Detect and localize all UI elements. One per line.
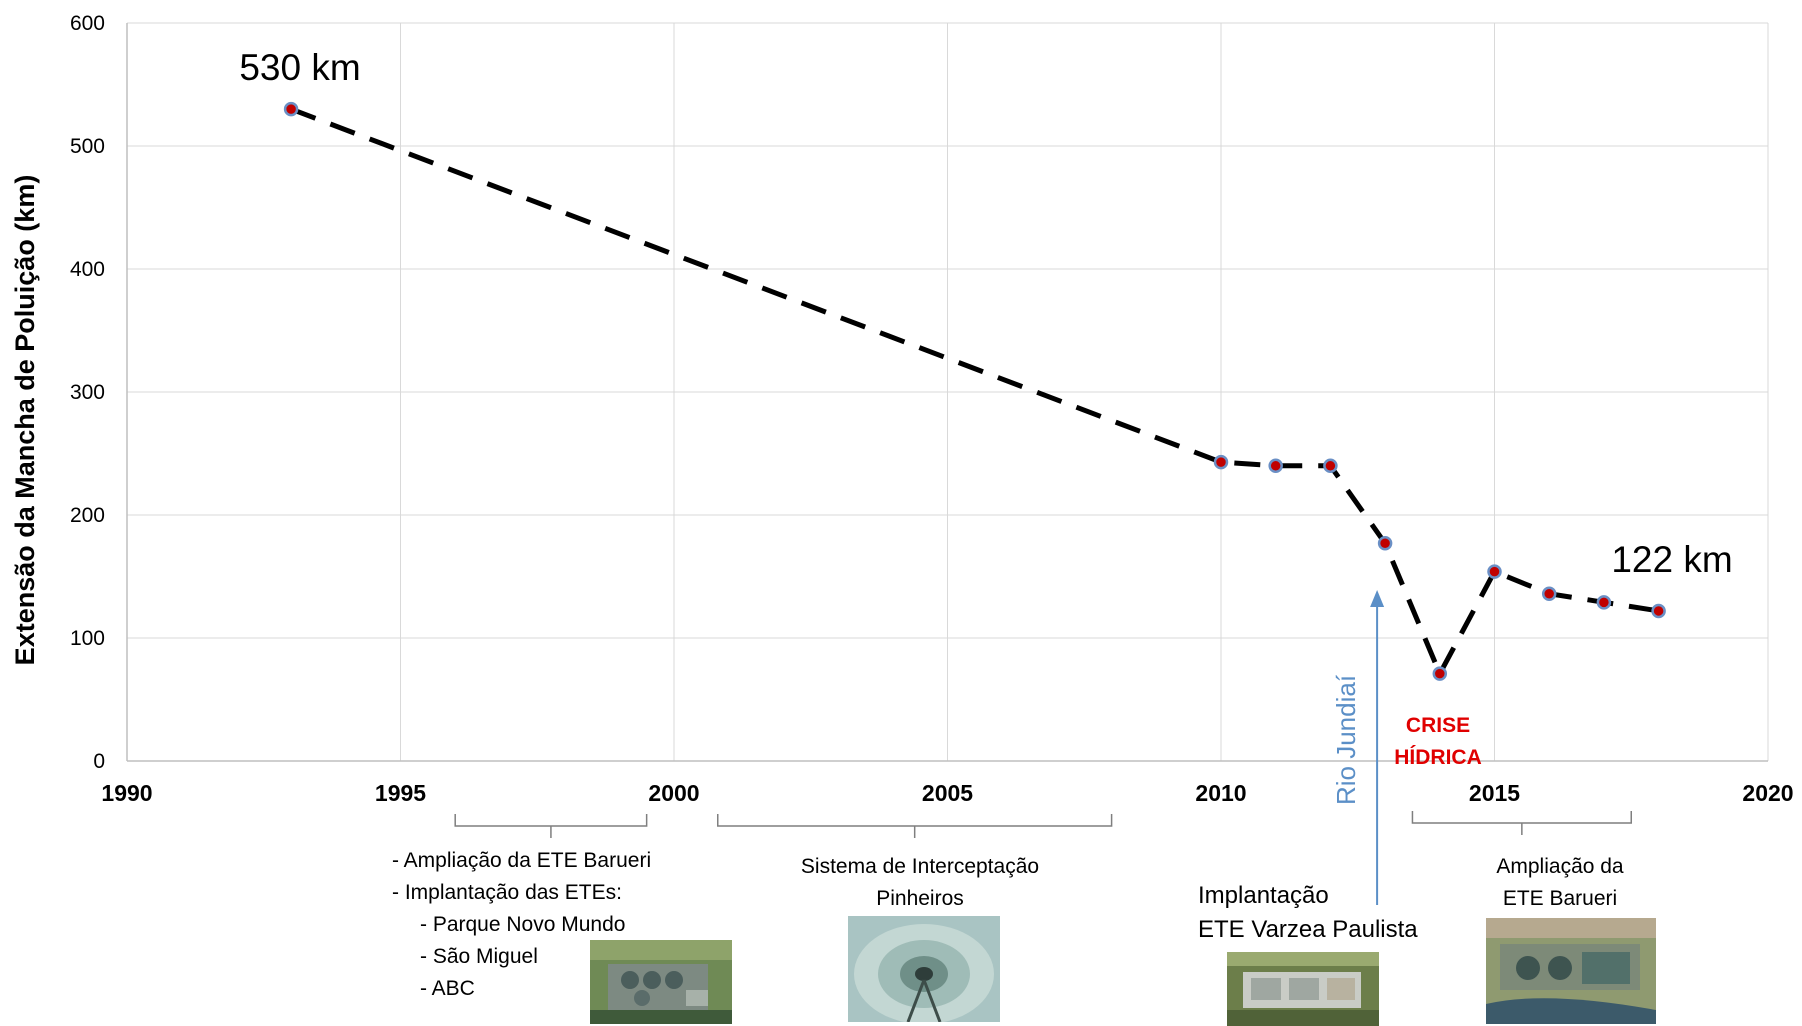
crise-label-line1: CRISE bbox=[1406, 714, 1470, 737]
data-point bbox=[1377, 536, 1393, 551]
event-3-line2: ETE Varzea Paulista bbox=[1198, 916, 1418, 943]
ete-barueri-photo-image bbox=[1486, 918, 1656, 1024]
event-1-line1: - Ampliação da ETE Barueri bbox=[392, 849, 652, 872]
gridlines bbox=[127, 22, 1769, 761]
ete-varzea-photo-image bbox=[1227, 952, 1379, 1026]
rio-jundiai-label: Rio Jundiaí bbox=[1331, 674, 1361, 805]
y-tick-label: 200 bbox=[70, 504, 105, 527]
ete-photo-image bbox=[590, 940, 732, 1024]
data-point bbox=[1596, 595, 1612, 610]
data-point bbox=[1541, 586, 1557, 601]
crise-label-line2: HÍDRICA bbox=[1394, 746, 1482, 769]
event-bracket bbox=[454, 814, 648, 838]
start-value-label: 530 km bbox=[239, 47, 360, 88]
data-points bbox=[283, 101, 1666, 681]
x-tick-label: 2015 bbox=[1469, 780, 1520, 806]
x-tick-label: 2010 bbox=[1195, 780, 1246, 806]
event-1-line3: - Parque Novo Mundo bbox=[420, 913, 626, 936]
axes bbox=[126, 23, 1768, 762]
data-point bbox=[1213, 454, 1229, 470]
y-tick-label: 0 bbox=[93, 750, 105, 773]
data-point bbox=[1432, 666, 1448, 681]
x-tick-label: 2000 bbox=[648, 780, 699, 806]
y-tick-label: 600 bbox=[70, 12, 105, 35]
event-1-line5: - ABC bbox=[420, 977, 475, 1000]
end-value-label: 122 km bbox=[1611, 539, 1732, 580]
x-tick-labels: 1990 1995 2000 2005 2010 2015 2020 bbox=[101, 780, 1793, 806]
x-tick-label: 1995 bbox=[375, 780, 426, 806]
x-tick-label: 1990 bbox=[101, 780, 152, 806]
event-bracket bbox=[717, 814, 1113, 838]
data-point bbox=[283, 101, 299, 117]
data-point bbox=[1268, 458, 1283, 474]
tunnel-photo-image bbox=[848, 916, 1000, 1022]
event-3-line1: Implantação bbox=[1198, 882, 1329, 909]
data-point bbox=[1323, 458, 1338, 474]
x-tick-label: 2005 bbox=[922, 780, 973, 806]
event-4-line2: ETE Barueri bbox=[1502, 887, 1618, 910]
event-1-line4: - São Miguel bbox=[420, 945, 538, 968]
event-2-line1: Sistema de Interceptação bbox=[800, 855, 1040, 878]
y-tick-label: 400 bbox=[70, 258, 105, 281]
event-brackets bbox=[454, 811, 1632, 838]
x-tick-label: 2020 bbox=[1742, 780, 1793, 806]
arrow-head bbox=[1370, 590, 1385, 607]
rio-jundiai-arrow bbox=[1370, 590, 1385, 905]
y-tick-label: 300 bbox=[70, 381, 105, 404]
event-4-line1: Ampliação da bbox=[1496, 855, 1624, 878]
y-tick-label: 100 bbox=[70, 627, 105, 650]
data-point bbox=[1487, 564, 1502, 579]
y-axis-label: Extensão da Mancha de Poluição (km) bbox=[10, 175, 40, 666]
data-point bbox=[1651, 603, 1666, 619]
event-1-line2: - Implantação das ETEs: bbox=[392, 881, 622, 904]
series-line bbox=[290, 106, 1659, 680]
y-tick-labels: 0 100 200 300 400 500 600 bbox=[70, 12, 105, 773]
y-tick-label: 500 bbox=[70, 135, 105, 158]
event-bracket bbox=[1411, 811, 1632, 835]
event-2-line2: Pinheiros bbox=[876, 887, 964, 910]
